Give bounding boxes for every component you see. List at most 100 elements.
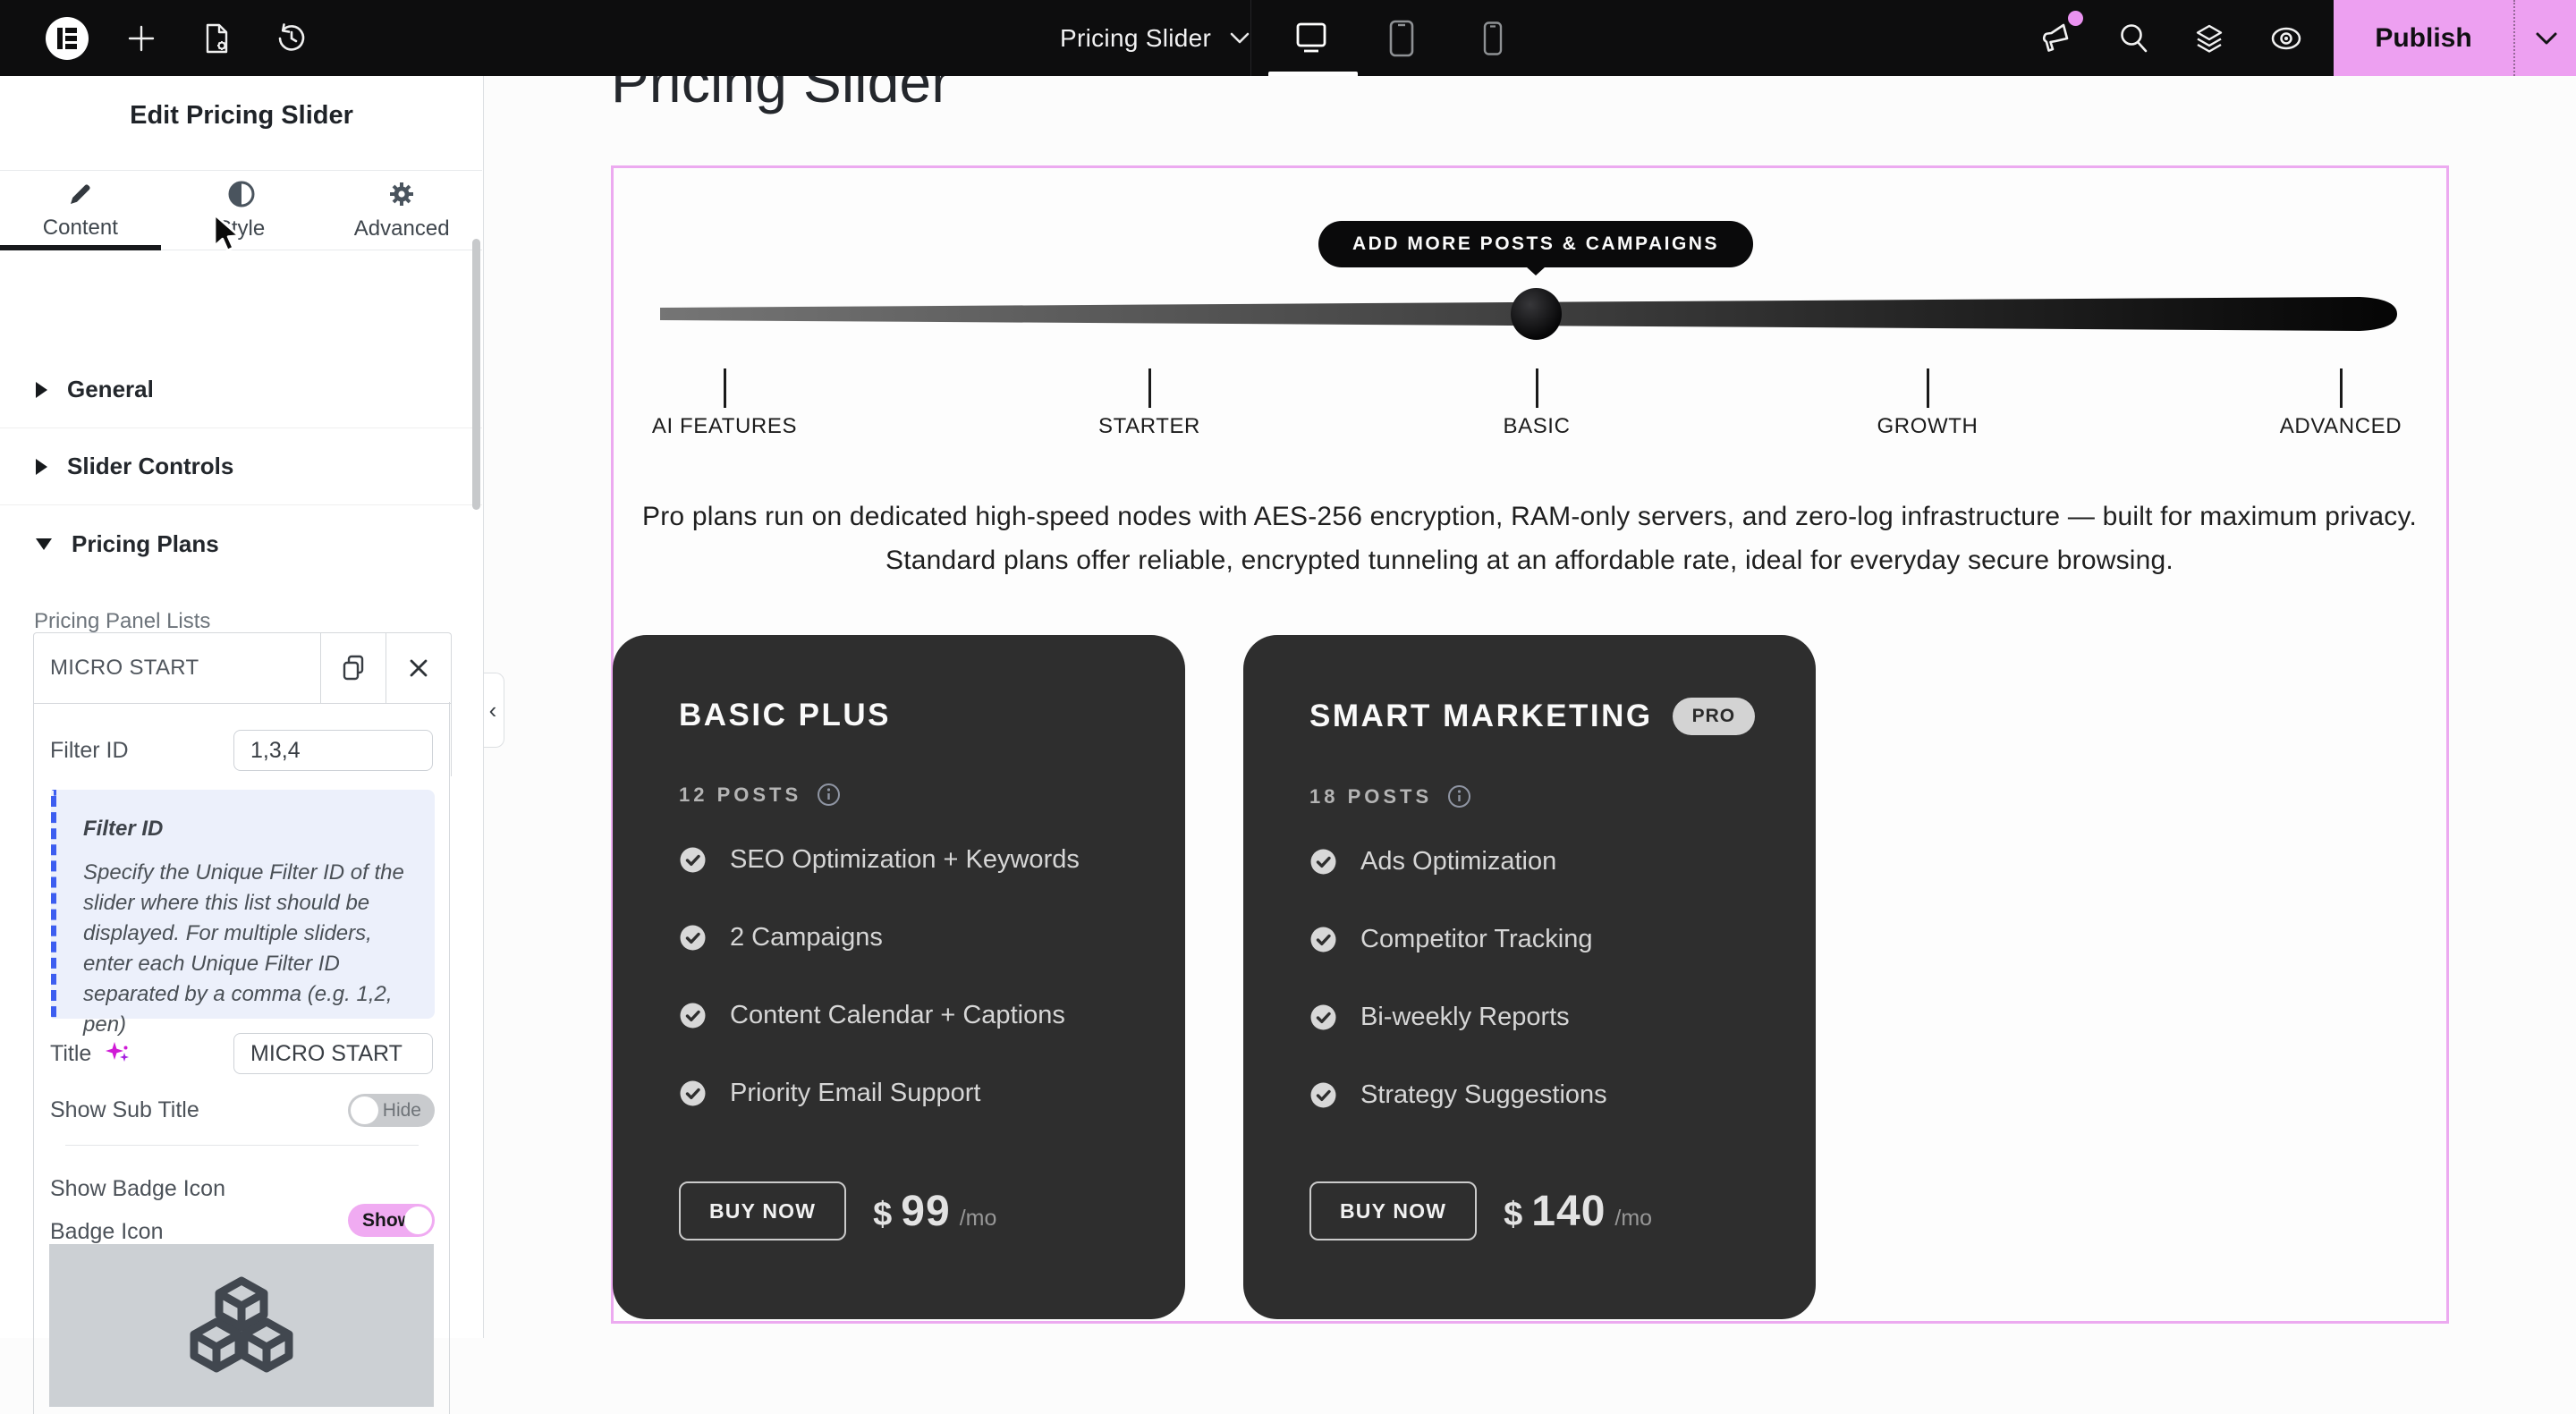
buy-now-button[interactable]: BUY NOW [1309,1181,1478,1240]
slider-label-basic: BASIC [1503,414,1571,438]
elementor-logo-icon [46,17,89,60]
plan-title-input[interactable] [233,1033,433,1074]
price: $99/mo [873,1187,997,1235]
caret-down-icon [36,538,52,550]
card-posts-count: 18 POSTS [1309,784,1433,808]
preview-button[interactable] [2265,19,2308,58]
caret-right-icon [36,381,47,398]
top-bar: Pricing Slider Publish [0,0,2576,76]
check-circle-icon [680,1080,706,1106]
toggle-knob [351,1096,378,1124]
duplicate-item-button[interactable] [320,633,386,703]
toggle-knob [404,1207,432,1234]
panel-title: Edit Pricing Slider [130,101,353,130]
document-gear-icon [206,23,228,54]
slider-tooltip: ADD MORE POSTS & CAMPAIGNS [1318,221,1753,267]
caret-right-icon [36,458,47,475]
check-circle-icon [680,847,706,873]
publish-options-button[interactable] [2513,0,2576,76]
whats-new-button[interactable] [2038,19,2080,58]
megaphone-icon [2042,23,2069,52]
check-circle-icon [680,925,706,951]
repeater-item-body [33,702,450,1414]
page-settings-button[interactable] [199,21,234,56]
card-posts-count: 12 POSTS [679,783,802,806]
section-slider-controls[interactable]: Slider Controls [0,428,482,505]
section-general[interactable]: General [0,351,482,428]
search-icon [2121,24,2148,53]
document-title: Pricing Slider [1060,24,1212,52]
plus-icon [128,25,155,52]
notification-dot [2068,11,2083,26]
eye-icon [2271,27,2301,50]
tab-advanced[interactable]: Advanced [321,171,482,250]
info-icon[interactable] [816,782,842,808]
show-badge-icon-label: Show Badge Icon [50,1176,225,1201]
info-icon[interactable] [1446,783,1472,809]
pricing-panel-lists-label: Pricing Panel Lists [34,609,211,633]
check-circle-icon [680,1003,706,1029]
badge-icon-preview[interactable] [49,1244,434,1407]
device-desktop-button[interactable] [1289,20,1334,57]
filter-id-input[interactable] [233,730,433,771]
contrast-icon [228,181,254,207]
pro-badge: PRO [1672,698,1756,735]
desktop-icon [1296,22,1326,53]
tab-style[interactable]: Style [161,171,322,250]
panel-scrollbar[interactable] [472,239,480,510]
info-body: Specify the Unique Filter ID of the slid… [83,860,404,1037]
divider [65,1145,419,1146]
feature-item: Competitor Tracking [1309,925,1766,954]
slider-tick [724,368,726,408]
feature-item: Ads Optimization [1309,847,1766,876]
device-tablet-button[interactable] [1382,18,1421,59]
info-title: Filter ID [83,817,164,841]
buy-now-button[interactable]: BUY NOW [679,1181,847,1240]
show-badge-icon-toggle[interactable]: Show [348,1204,435,1237]
pricing-card-basic-plus: BASIC PLUS 12 POSTS SEO Optimization + K… [613,635,1185,1319]
topbar-divider [1250,0,1251,76]
feature-item: Priority Email Support [679,1079,1135,1108]
section-pricing-plans[interactable]: Pricing Plans [0,505,482,582]
slider-tick [2340,368,2343,408]
panel-collapse-handle[interactable]: ‹ [482,673,504,748]
slider-tick [1148,368,1151,408]
tab-content[interactable]: Content [0,171,161,250]
document-switcher[interactable]: Pricing Slider [1060,0,1250,76]
feature-item: SEO Optimization + Keywords [679,845,1135,875]
show-sub-title-toggle[interactable]: Hide [348,1094,435,1127]
history-button[interactable] [274,21,309,56]
close-icon [410,659,428,677]
structure-button[interactable] [2190,19,2229,58]
plans-description: Pro plans run on dedicated high-speed no… [642,502,2417,575]
show-sub-title-label: Show Sub Title [50,1097,199,1122]
remove-item-button[interactable] [386,633,451,703]
slider-handle[interactable] [1511,288,1562,340]
add-element-button[interactable] [125,22,157,55]
ai-sparkles-icon[interactable] [104,1040,131,1067]
device-mobile-button[interactable] [1476,20,1510,57]
check-circle-icon [1310,849,1336,875]
price: $140/mo [1504,1187,1653,1235]
editor-panel: Edit Pricing Slider Content Style Advanc… [0,76,484,1414]
finder-search-button[interactable] [2114,19,2154,58]
check-circle-icon [1310,927,1336,953]
gear-icon [390,182,414,206]
card-title: SMART MARKETING PRO [1309,698,1766,735]
active-device-indicator [1268,72,1358,76]
pencil-icon [70,183,90,204]
slider-tick [1536,368,1538,408]
slider-label-growth: GROWTH [1877,414,1979,438]
chevron-down-icon [1230,32,1250,43]
slider-label-ai-features: AI FEATURES [651,414,798,438]
elementor-logo-button[interactable] [46,17,89,60]
copy-icon [343,655,364,681]
filter-id-info-box: Filter ID Specify the Unique Filter ID o… [51,790,435,1037]
chevron-down-icon [2536,32,2557,44]
repeater-item-title[interactable]: MICRO START [50,656,199,680]
pricing-card-smart-marketing: SMART MARKETING PRO 18 POSTS Ads Optimiz… [1243,635,1816,1319]
mobile-icon [1483,21,1503,55]
history-icon [278,23,305,51]
tablet-icon [1389,20,1414,57]
publish-button[interactable]: Publish [2334,0,2513,76]
